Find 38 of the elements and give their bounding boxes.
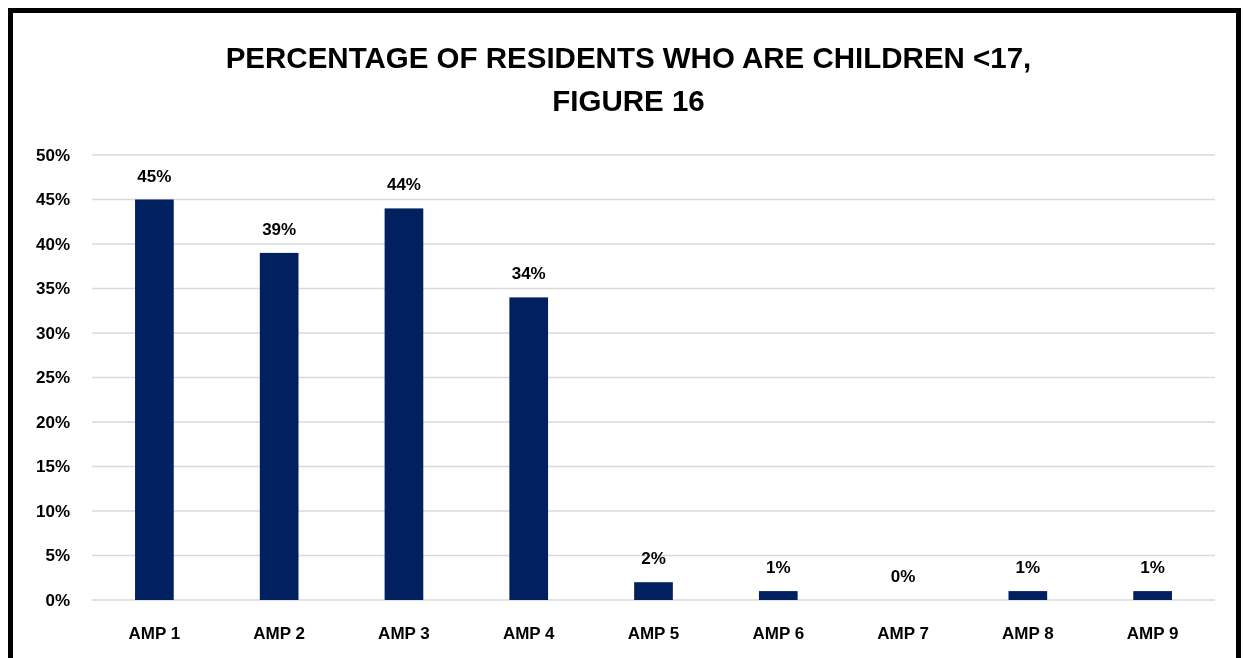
x-tick-label: AMP 5 xyxy=(627,624,680,643)
y-tick-label: 15% xyxy=(35,457,70,477)
data-label: 44% xyxy=(386,175,421,195)
bar xyxy=(509,297,549,600)
data-label: 39% xyxy=(262,219,297,239)
y-tick-label: 30% xyxy=(35,323,70,343)
data-label: 1% xyxy=(765,558,791,578)
data-label: 45% xyxy=(137,166,172,186)
y-tick-label: 35% xyxy=(35,279,70,299)
bar xyxy=(384,208,424,600)
bar xyxy=(634,582,673,600)
y-tick-label: 10% xyxy=(35,501,70,521)
x-tick-label: AMP 2 xyxy=(253,624,305,643)
x-tick-label: AMP 1 xyxy=(128,624,181,643)
bar xyxy=(758,591,798,600)
data-label: 34% xyxy=(511,264,546,284)
y-tick-label: 50% xyxy=(35,145,70,165)
y-tick-label: 40% xyxy=(35,234,70,254)
y-tick-label: 45% xyxy=(35,190,70,210)
data-label: 0% xyxy=(890,567,916,586)
bar xyxy=(1133,591,1172,600)
bar xyxy=(259,252,299,600)
y-tick-label: 5% xyxy=(45,546,70,566)
x-tick-label: AMP 6 xyxy=(752,624,805,643)
x-tick-label: AMP 8 xyxy=(1002,624,1054,643)
bar xyxy=(135,199,174,600)
data-label: 1% xyxy=(1015,558,1041,578)
x-tick-label: AMP 3 xyxy=(378,624,430,643)
x-tick-label: AMP 9 xyxy=(1126,624,1179,643)
data-label: 2% xyxy=(641,549,666,569)
x-tick-label: AMP 4 xyxy=(502,624,556,643)
chart-title: PERCENTAGE OF RESIDENTS WHO ARE CHILDREN <17, FIGURE 16 xyxy=(225,41,1032,117)
data-label: 1% xyxy=(1140,558,1165,578)
y-tick-label: 20% xyxy=(35,412,70,432)
y-tick-label: 0% xyxy=(45,590,70,610)
x-tick-label: AMP 7 xyxy=(877,624,929,643)
y-tick-label: 25% xyxy=(35,368,70,388)
bar xyxy=(1008,591,1048,600)
